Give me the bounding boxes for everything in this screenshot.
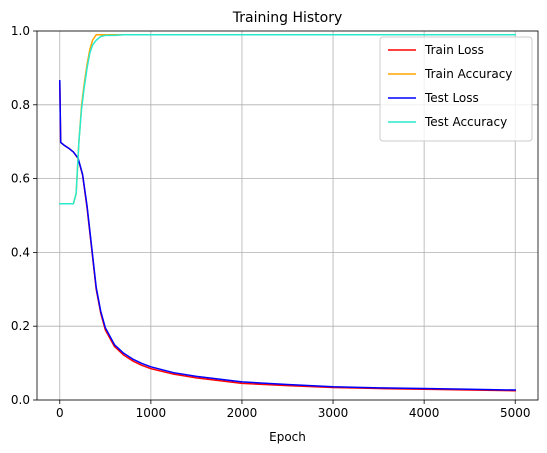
chart-title: Training History <box>232 10 343 26</box>
y-tick-label: 0.2 <box>11 319 30 333</box>
legend-box <box>379 36 533 142</box>
x-tick-label: 5000 <box>500 406 531 420</box>
series-line-test-accuracy <box>59 33 516 205</box>
x-tick-label: 4000 <box>409 406 440 420</box>
plot-frame <box>36 30 539 401</box>
tick-layer: 0 1000 2000 3000 4000 5000 0.0 0.2 0.4 0.6 0.8 1.0 <box>11 24 531 420</box>
legend-label: Test Loss <box>424 91 479 105</box>
x-tick-label: 2000 <box>227 406 258 420</box>
legend-label: Test Accuracy <box>424 115 507 129</box>
y-tick-label: 0.4 <box>11 245 30 259</box>
x-axis-label: Epoch <box>269 430 306 444</box>
x-tick-label: 3000 <box>318 406 349 420</box>
y-tick-label: 0.0 <box>11 393 30 407</box>
x-tick-label: 0 <box>56 406 64 420</box>
y-tick-label: 0.8 <box>11 98 30 112</box>
series-line-test-loss <box>59 80 516 391</box>
legend-label: Train Loss <box>424 43 484 57</box>
legend: Train Loss Train Accuracy Test Loss Test Ac… <box>379 36 533 142</box>
y-tick-label: 1.0 <box>11 24 30 38</box>
y-tick-label: 0.6 <box>11 172 30 186</box>
series-layer <box>59 33 516 392</box>
legend-label: Train Accuracy <box>424 67 512 81</box>
x-tick-label: 1000 <box>136 406 167 420</box>
